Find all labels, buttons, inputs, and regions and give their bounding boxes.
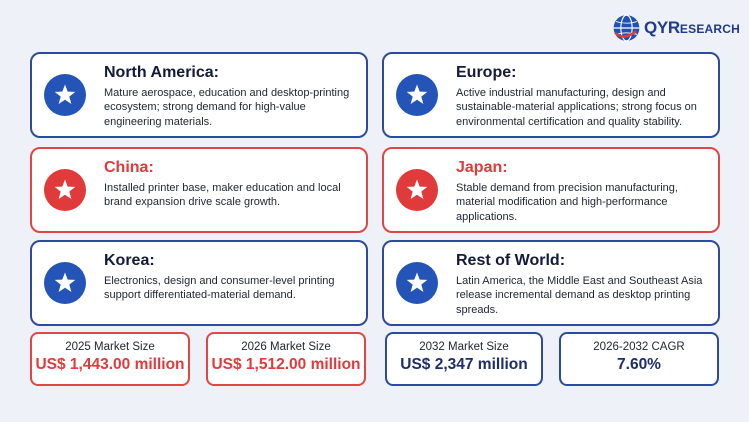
region-description: Active industrial manufacturing, design … [456,87,697,128]
globe-icon [613,14,640,42]
region-title: North America: [104,64,219,81]
region-title: Japan: [456,159,508,176]
stat-value: US$ 2,347 million [400,356,528,373]
region-card-china: China: Installed printer base, maker edu… [30,147,368,233]
region-card-europe: Europe: Active industrial manufacturing,… [382,52,720,138]
stat-2025-market-size: 2025 Market Size US$ 1,443.00 million [30,332,190,386]
region-description: Latin America, the Middle East and South… [456,275,703,316]
region-card-rest-of-world: Rest of World: Latin America, the Middle… [382,240,720,326]
stat-label: 2032 Market Size [419,341,509,353]
star-icon [396,262,438,304]
stat-value: US$ 1,512.00 million [211,356,361,373]
stat-value: 7.60% [617,356,661,373]
stat-2026-market-size: 2026 Market Size US$ 1,512.00 million [206,332,366,386]
star-icon [44,169,86,211]
region-card-north-america: North America: Mature aerospace, educati… [30,52,368,138]
region-title: Korea: [104,252,155,269]
star-icon [44,74,86,116]
region-title: Rest of World: [456,252,566,269]
star-icon [396,74,438,116]
logo-wordmark: QYRESEARCH [644,18,740,38]
stat-label: 2026-2032 CAGR [593,341,685,353]
star-icon [44,262,86,304]
region-description: Electronics, design and consumer-level p… [104,275,335,302]
logo-sub-text: ESEARCH [679,22,740,36]
stat-cagr: 2026-2032 CAGR 7.60% [559,332,719,386]
stat-value: US$ 1,443.00 million [35,356,185,373]
stat-label: 2026 Market Size [241,341,331,353]
region-description: Installed printer base, maker education … [104,182,341,209]
region-title: China: [104,159,154,176]
logo-main-text: QYR [643,18,680,37]
region-title: Europe: [456,64,517,81]
stat-label: 2025 Market Size [65,341,155,353]
qyresearch-logo: QYRESEARCH [612,8,740,48]
region-description: Mature aerospace, education and desktop-… [104,87,350,128]
region-card-japan: Japan: Stable demand from precision manu… [382,147,720,233]
region-description: Stable demand from precision manufacturi… [456,182,678,223]
region-card-korea: Korea: Electronics, design and consumer-… [30,240,368,326]
star-icon [396,169,438,211]
stat-2032-market-size: 2032 Market Size US$ 2,347 million [385,332,543,386]
